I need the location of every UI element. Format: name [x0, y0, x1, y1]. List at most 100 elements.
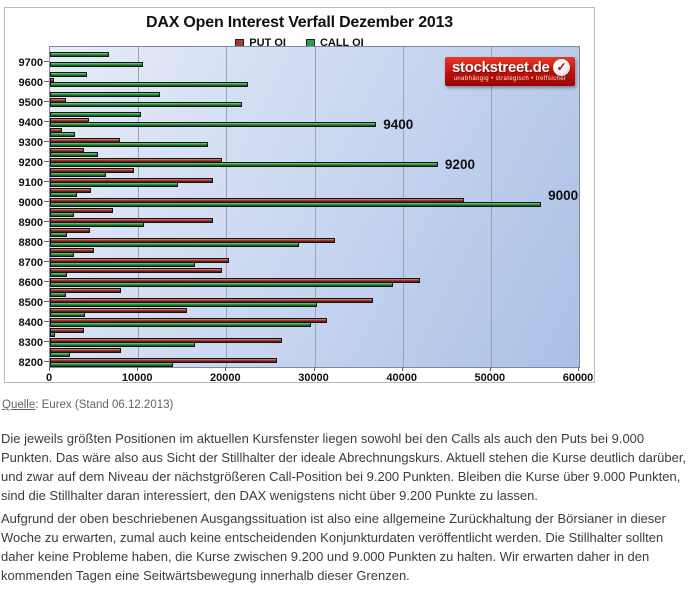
bar-put-8450 [50, 307, 187, 313]
logo-checkmark-icon: ✓ [553, 59, 570, 76]
bar-call-8350 [50, 332, 56, 337]
x-axis-label-60000: 60000 [562, 372, 594, 384]
y-axis-tick-9100 [44, 181, 49, 182]
y-axis-label-9100: 9100 [18, 177, 43, 189]
annotation-9000: 9000 [548, 188, 579, 203]
bar-call-9400 [50, 122, 377, 127]
bar-call-9450 [50, 112, 141, 117]
bar-call-9000 [50, 202, 542, 207]
y-axis-label-9500: 9500 [18, 97, 43, 109]
bar-put-8850 [50, 227, 90, 233]
x-axis-tick-10000 [137, 367, 139, 371]
bar-call-9350 [50, 132, 75, 137]
y-axis-tick-8800 [44, 241, 49, 242]
y-axis-label-9700: 9700 [18, 57, 43, 69]
y-axis-label-9600: 9600 [18, 77, 43, 89]
bar-call-9050 [50, 192, 78, 197]
source-text: : Eurex (Stand 06.12.2013) [35, 399, 174, 411]
logo-tagline: unabhängig • strategisch • treffsicher [453, 76, 567, 82]
dax-open-interest-chart: DAX Open Interest Verfall Dezember 2013 … [4, 7, 595, 384]
y-axis-label-8600: 8600 [18, 277, 43, 289]
annotation-9200: 9200 [444, 157, 475, 172]
bar-call-8800 [50, 242, 299, 247]
bar-call-8300 [50, 342, 195, 347]
x-axis-label-40000: 40000 [386, 372, 417, 384]
bar-call-9700 [50, 62, 143, 67]
bar-call-8250 [50, 352, 70, 357]
x-axis-label-0: 0 [45, 372, 53, 384]
bar-call-8200 [50, 362, 173, 367]
bar-call-8550 [50, 292, 66, 297]
y-axis-tick-9400 [44, 121, 49, 122]
y-axis-tick-8900 [44, 221, 49, 222]
plot-area: stockstreet.de ✓ unabhängig • strategisc… [49, 46, 580, 368]
bar-call-8400 [50, 322, 311, 327]
y-axis-tick-9000 [44, 201, 49, 202]
y-axis-tick-9200 [44, 161, 49, 162]
y-axis-label-8300: 8300 [18, 337, 43, 349]
bar-put-8550 [50, 287, 121, 293]
y-axis-label-8800: 8800 [18, 237, 43, 249]
bar-call-8700 [50, 262, 195, 267]
bar-call-9750 [50, 52, 110, 57]
bar-call-9550 [50, 92, 161, 97]
y-axis-label-9400: 9400 [18, 117, 43, 129]
y-axis-label-9300: 9300 [18, 137, 43, 149]
y-axis-label-8500: 8500 [18, 297, 43, 309]
y-axis-tick-8600 [44, 281, 49, 282]
bar-call-9650 [50, 72, 88, 77]
bar-put-8350 [50, 327, 84, 333]
chart-title: DAX Open Interest Verfall Dezember 2013 [146, 14, 453, 31]
x-axis-tick-30000 [313, 367, 315, 371]
bar-call-8750 [50, 252, 74, 257]
y-axis-tick-8500 [44, 301, 49, 302]
x-axis-tick-20000 [225, 367, 227, 371]
x-axis-tick-50000 [489, 367, 491, 371]
bar-call-8500 [50, 302, 318, 307]
y-axis-tick-9300 [44, 141, 49, 142]
gridline-50000 [490, 47, 492, 367]
x-axis-label-50000: 50000 [474, 372, 506, 384]
bar-call-9300 [50, 142, 208, 147]
x-axis-label-30000: 30000 [298, 372, 329, 384]
bar-call-9200 [50, 162, 438, 167]
bar-call-9150 [50, 172, 106, 177]
gridline-10000 [138, 47, 140, 367]
y-axis-tick-8300 [44, 341, 49, 342]
x-axis-label-20000: 20000 [210, 372, 241, 384]
logo-row: stockstreet.de ✓ [445, 57, 575, 76]
source-line: Quelle: Eurex (Stand 06.12.2013) [2, 399, 173, 411]
y-axis-label-9200: 9200 [18, 157, 43, 169]
logo-brand-text: stockstreet.de [452, 59, 550, 76]
bar-call-8600 [50, 282, 393, 287]
source-label: Quelle [2, 399, 36, 411]
annotation-9400: 9400 [383, 117, 414, 132]
gridline-30000 [314, 47, 316, 367]
y-axis-tick-8700 [44, 261, 49, 262]
x-axis-tick-40000 [401, 367, 403, 371]
y-axis-tick-9500 [44, 101, 49, 102]
x-axis-label-10000: 10000 [121, 372, 153, 384]
bar-call-8650 [50, 272, 67, 277]
y-axis-label-8400: 8400 [18, 317, 43, 329]
y-axis-label-8200: 8200 [18, 357, 43, 369]
bar-put-8650 [50, 267, 222, 273]
gridline-40000 [402, 47, 404, 367]
bar-call-9250 [50, 152, 99, 157]
analysis-paragraph-1: Die jeweils größten Positionen im aktuel… [1, 431, 687, 503]
x-axis-tick-0 [49, 367, 50, 371]
y-axis-tick-9600 [44, 81, 49, 82]
x-axis-tick-60000 [578, 367, 579, 371]
bar-call-8950 [50, 212, 74, 217]
bar-call-9100 [50, 182, 178, 187]
bar-put-8950 [50, 207, 114, 213]
y-axis-tick-8200 [44, 361, 49, 362]
y-axis-tick-8400 [44, 321, 49, 322]
y-axis-tick-9700 [44, 61, 49, 62]
y-axis-label-8700: 8700 [18, 257, 43, 269]
bar-call-8450 [50, 312, 86, 317]
bar-call-9600 [50, 82, 249, 87]
bar-put-8250 [50, 347, 121, 353]
y-axis-label-8900: 8900 [18, 217, 43, 229]
